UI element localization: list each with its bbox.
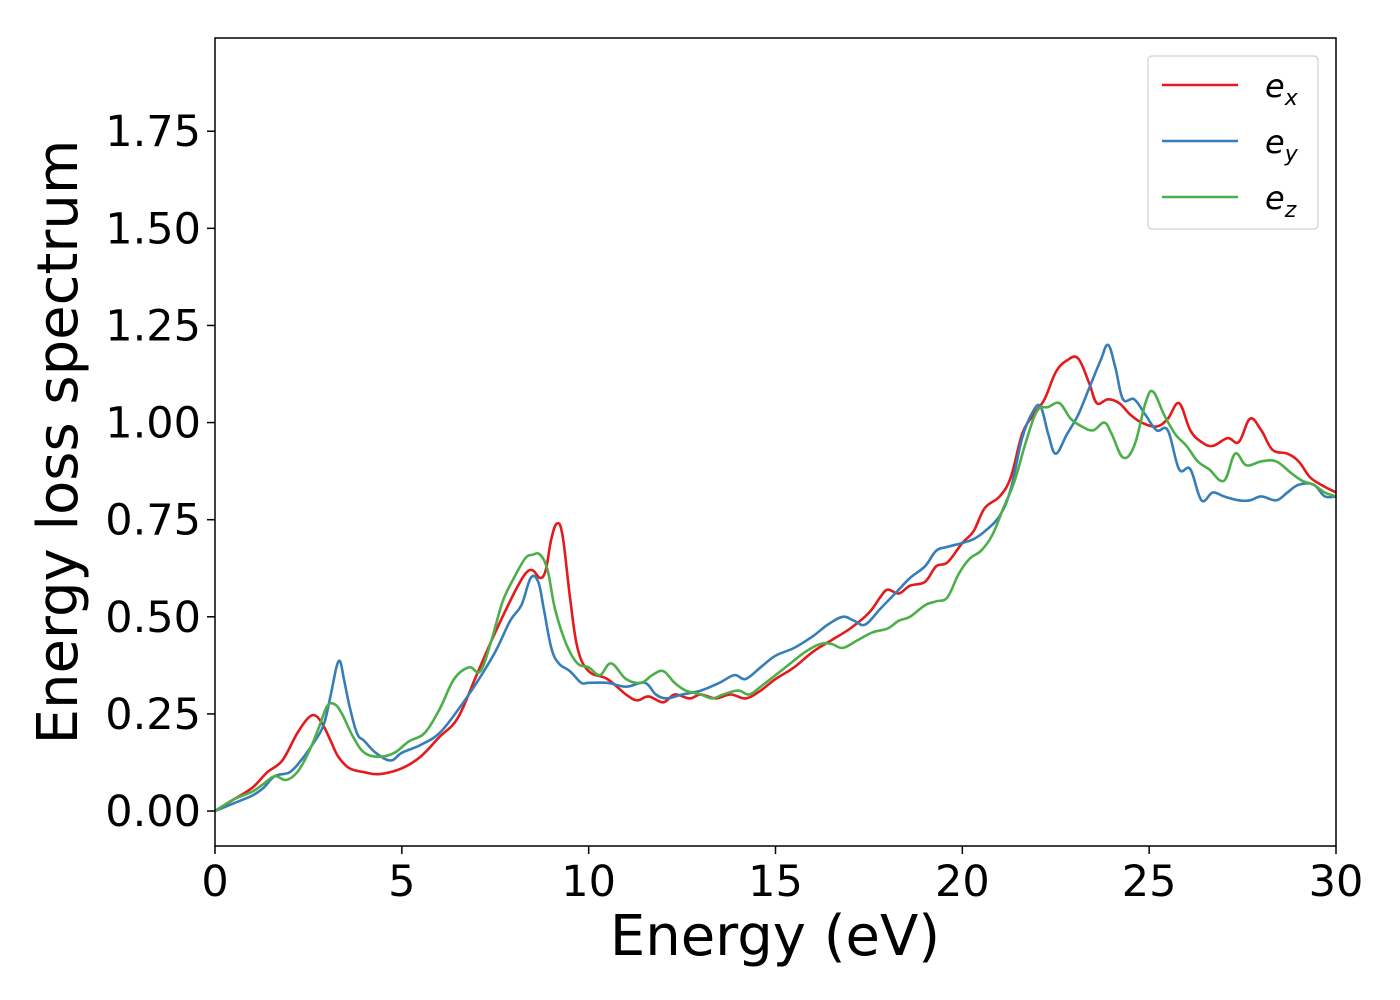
y-tick-label: 0.00 [105,787,201,837]
legend-label-ey: ey [1265,123,1299,167]
x-tick-label: 5 [388,857,415,907]
legend-label-ez: ez [1265,179,1297,223]
y-axis-title: Energy loss spectrum [26,140,91,745]
x-tick-label: 10 [561,857,616,907]
series-line-ez [215,389,1336,813]
legend-box [1147,55,1319,230]
x-tick-label: 30 [1309,857,1364,907]
y-tick-label: 1.25 [105,301,201,351]
y-tick-label: 0.50 [105,593,201,643]
series-layer [215,343,1336,813]
series-line-ey [215,343,1336,813]
y-tick-label: 0.75 [105,496,201,546]
x-tick-label: 20 [935,857,990,907]
y-tick-label: 1.50 [105,204,201,254]
y-tick-label: 1.00 [105,399,201,449]
legend: ex ey ez [1147,55,1319,230]
x-tick-label: 15 [748,857,803,907]
series-line-ex [215,355,1336,813]
x-tick-label: 25 [1122,857,1177,907]
x-tick-label: 0 [201,857,228,907]
legend-label-ex: ex [1265,67,1299,111]
y-tick-label: 0.25 [105,690,201,740]
y-axis: 0.00 0.25 0.50 0.75 1.00 1.25 1.50 1.75 [105,107,215,837]
x-axis: 0 5 10 15 20 25 30 [201,846,1363,907]
y-tick-label: 1.75 [105,107,201,157]
x-axis-title: Energy (eV) [610,904,940,969]
